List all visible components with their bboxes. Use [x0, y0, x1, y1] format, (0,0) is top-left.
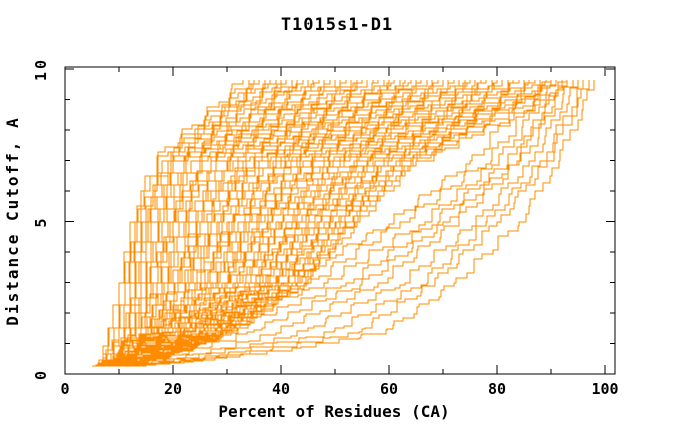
model-curve	[92, 80, 563, 367]
model-curve	[94, 80, 579, 367]
x-tick-label: 40	[272, 380, 290, 398]
x-axis-label: Percent of Residues (CA)	[218, 402, 449, 421]
model-curve	[92, 80, 390, 367]
model-curve	[105, 80, 541, 367]
model-curve	[117, 80, 574, 367]
model-curve	[102, 80, 557, 367]
model-curve	[108, 80, 277, 367]
model-curve	[103, 80, 493, 367]
x-tick-label: 80	[488, 380, 506, 398]
model-curve	[92, 80, 552, 367]
model-curve	[95, 80, 595, 367]
model-curve	[107, 80, 439, 366]
x-tick-label: 60	[380, 380, 398, 398]
model-curve	[103, 80, 309, 367]
y-tick-label: 5	[32, 215, 50, 227]
model-curve	[97, 80, 304, 367]
model-curves	[92, 80, 595, 367]
axis-ticks	[64, 67, 615, 375]
x-tick-label: 100	[591, 380, 618, 398]
model-curve	[107, 80, 568, 367]
chart-title: T1015s1-D1	[281, 15, 393, 35]
x-tick-label: 20	[164, 380, 182, 398]
model-curve	[97, 80, 584, 367]
model-curve	[97, 80, 325, 367]
model-curve	[108, 80, 260, 367]
plot-border	[64, 66, 616, 375]
model-curve	[92, 80, 374, 367]
model-curve	[94, 80, 282, 367]
x-tick-label: 0	[60, 380, 69, 398]
tick-labels: 0 20 40 60 80 100 0 5 10	[32, 57, 619, 398]
model-curve	[104, 80, 363, 367]
y-tick-label: 0	[32, 368, 50, 380]
y-axis-label: Distance Cutoff, A	[3, 116, 22, 325]
y-tick-label: 10	[32, 57, 50, 81]
